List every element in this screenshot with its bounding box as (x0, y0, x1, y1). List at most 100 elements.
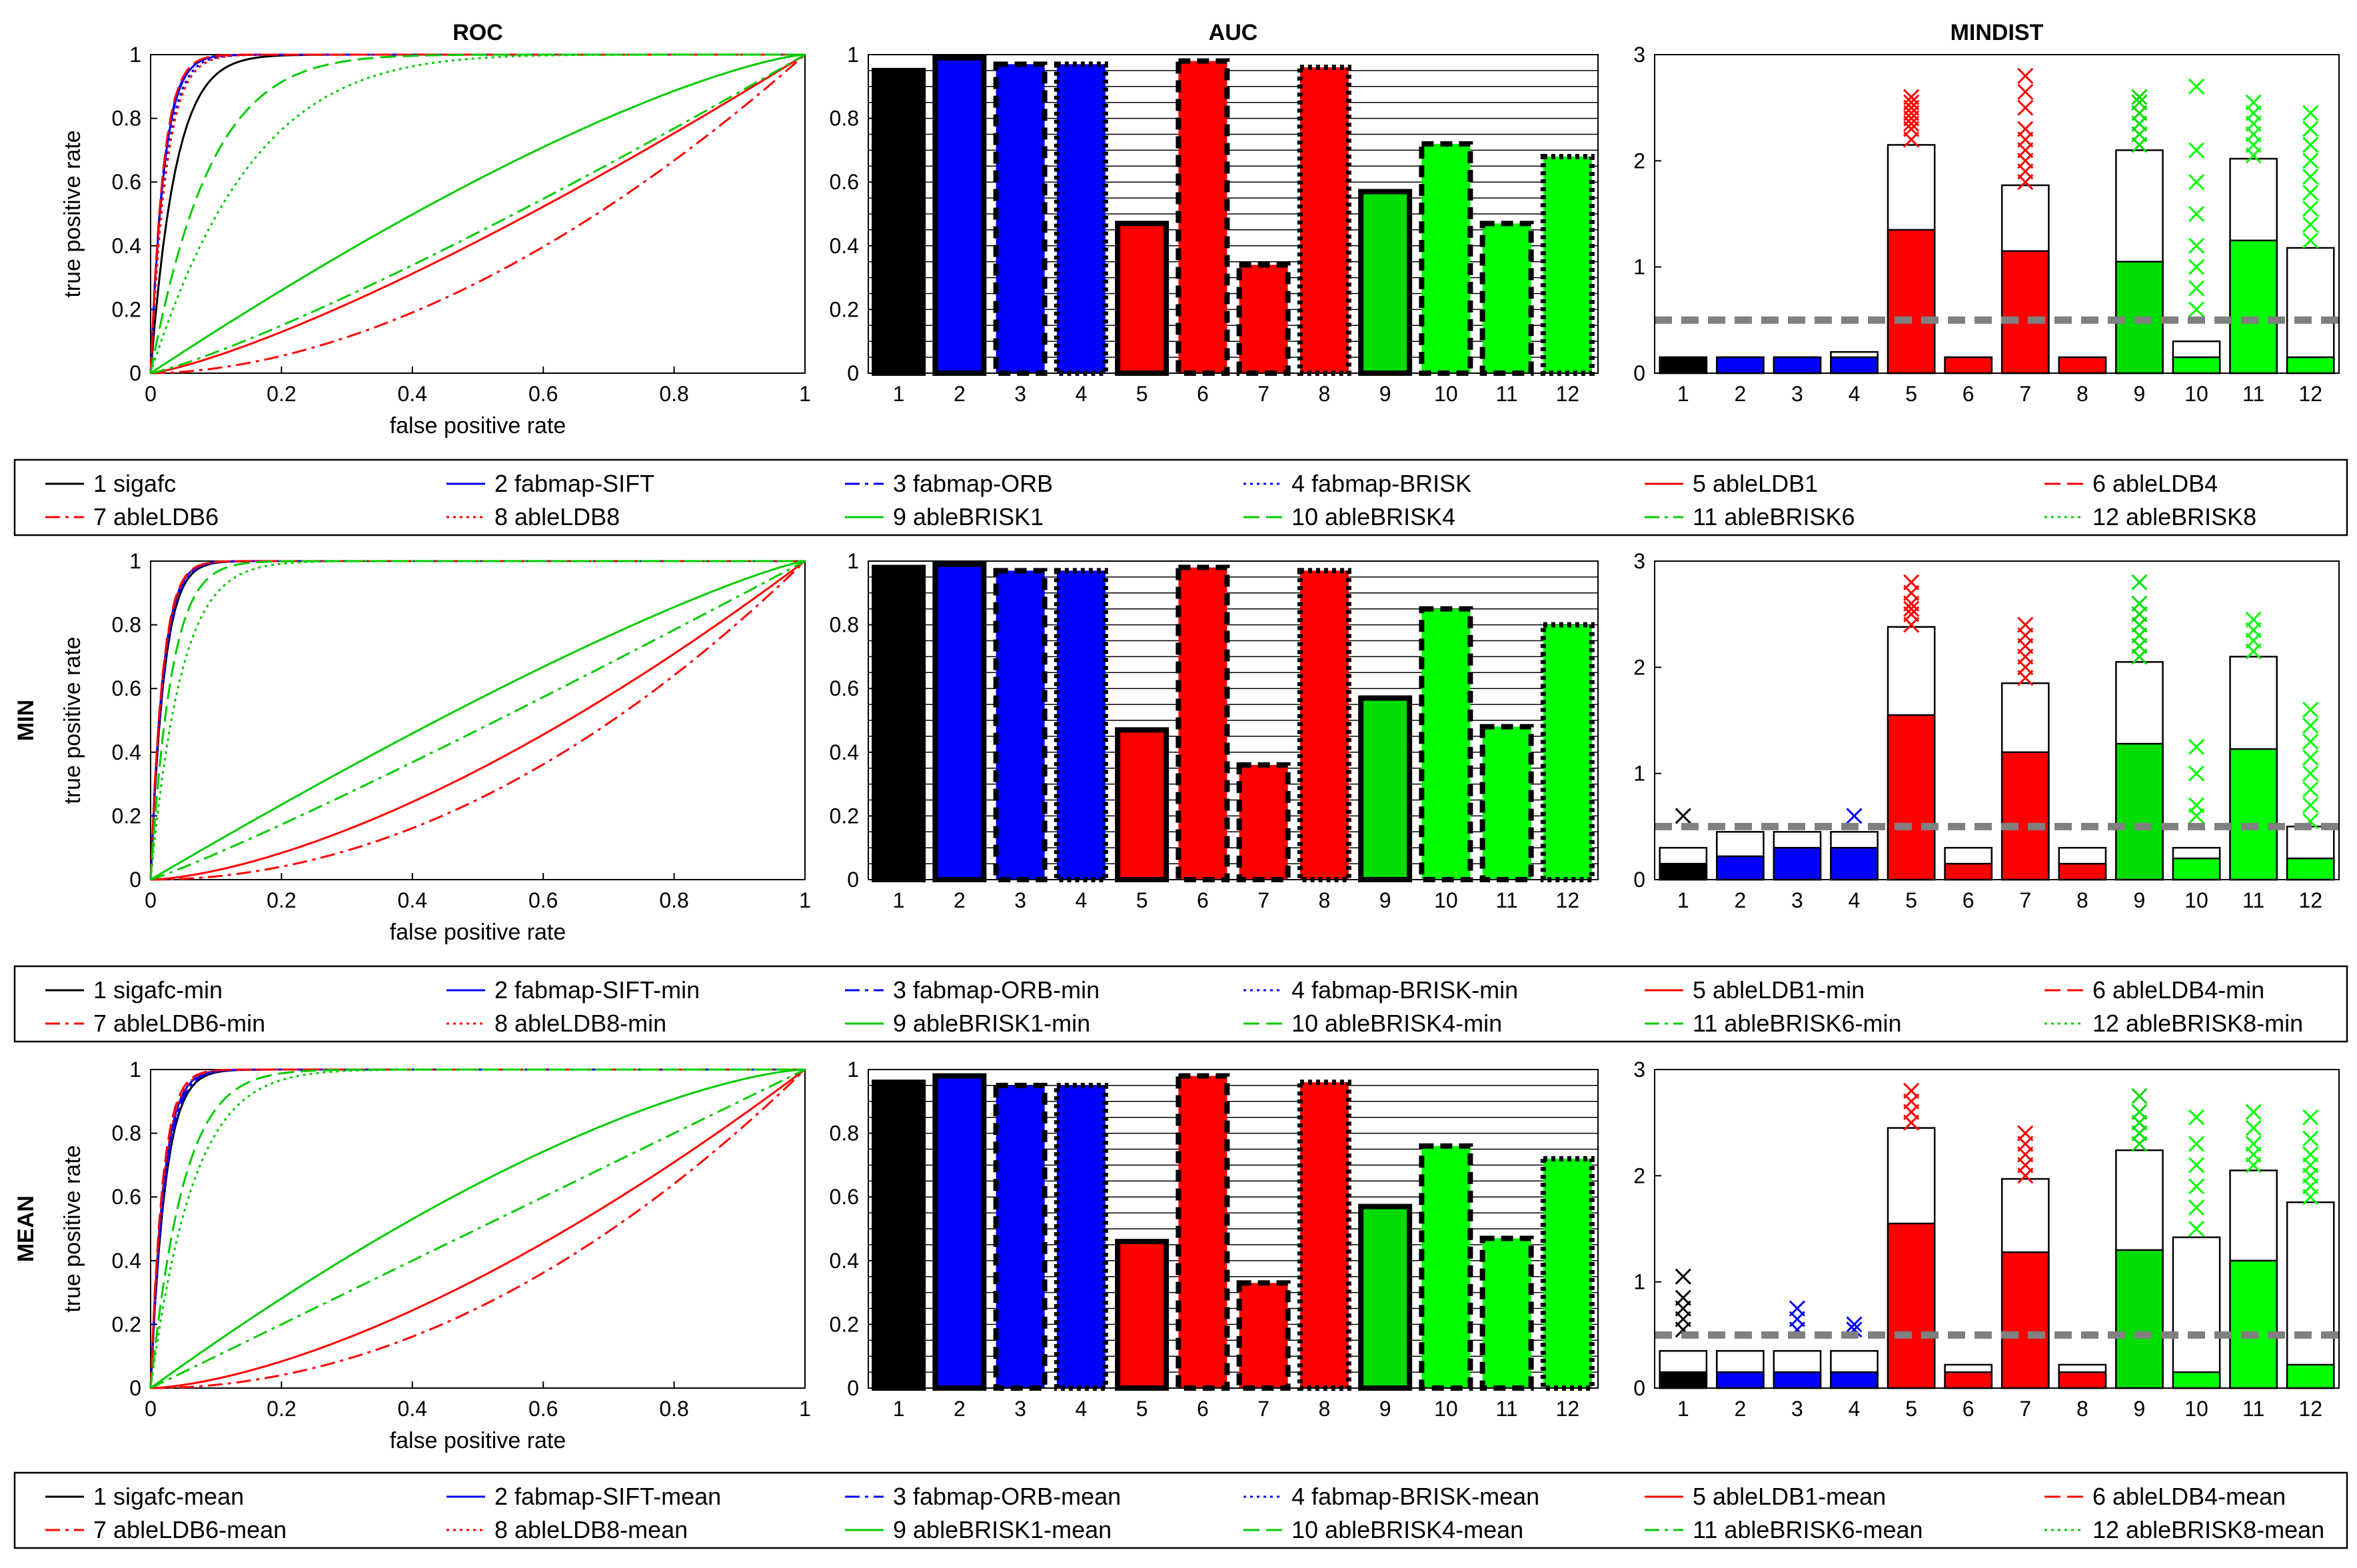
roc-plot: 0 0.2 0.4 0.6 0.8 1 0 0.2 0.4 0.6 0.8 1 false positi… (60, 549, 811, 945)
mindist-outlier-12 (2302, 185, 2319, 201)
auc-axes-box (868, 1069, 1599, 1389)
auc-bar-4 (1056, 570, 1106, 880)
roc-xtick: 0 (145, 382, 157, 406)
mindist-lower-bar-9 (2115, 742, 2164, 881)
legend: 1 sigafc 2 fabmap-SIFT 3 fabmap-ORB 4 fabma… (13, 458, 2348, 536)
roc-plot: 0 0.2 0.4 0.6 0.8 1 0 0.2 0.4 0.6 0.8 1 false positi… (60, 1058, 811, 1453)
roc-curve-3 (149, 53, 805, 374)
mindist-xtick: 8 (2076, 1397, 2088, 1421)
auc-xtick: 8 (1318, 382, 1330, 406)
mindist-outlier-10 (2188, 738, 2205, 755)
legend-label-11: 11 ableBRISK6 (1693, 503, 1855, 530)
auc-bar-7 (1239, 1283, 1288, 1388)
auc-ytick: 0.6 (830, 676, 859, 700)
roc-curve-5 (150, 1068, 806, 1389)
auc-bar-7 (1239, 764, 1288, 880)
auc-bar-outline-8 (1297, 568, 1351, 883)
mindist-xtick: 11 (2242, 382, 2264, 406)
mindist-ytick: 2 (1633, 655, 1645, 679)
auc-ytick: 0.4 (830, 1249, 859, 1273)
mindist-axes-box (1654, 1069, 2340, 1389)
auc-xtick: 11 (1496, 382, 1518, 406)
auc-bar-3 (996, 64, 1045, 373)
legend-label-10: 10 ableBRISK4-min (1291, 1010, 1502, 1037)
roc-ytick: 0.4 (112, 740, 141, 764)
mindist-xtick: 3 (1791, 1397, 1803, 1421)
mindist-outlier-10 (2188, 765, 2205, 782)
mindist-outlier-11 (2245, 94, 2262, 111)
roc-curve-12 (149, 1068, 805, 1389)
mindist-outlier-12 (2302, 137, 2319, 153)
auc-xtick: 3 (1014, 382, 1026, 406)
auc-xtick: 6 (1197, 1397, 1209, 1421)
auc-bar-9 (1361, 191, 1410, 373)
mindist-outlier-7 (2017, 121, 2034, 137)
roc-ylabel: true positive rate (60, 130, 85, 297)
auc-bar-7 (1239, 265, 1288, 373)
auc-xtick: 7 (1257, 888, 1269, 912)
mindist-outlier-10 (2188, 1199, 2205, 1216)
roc-curve-5 (150, 53, 806, 375)
auc-ytick: 0.4 (830, 234, 859, 258)
mindist-lower-bar-12 (2286, 857, 2335, 881)
auc-xtick: 12 (1556, 382, 1580, 406)
auc-ytick: 0.8 (830, 1122, 859, 1146)
mindist-outlier-12 (2302, 232, 2319, 249)
mindist-lower-bar-3 (1773, 846, 1822, 881)
mindist-outlier-9 (2131, 595, 2148, 612)
mindist-xtick: 10 (2184, 888, 2208, 912)
mindist-xtick: 3 (1791, 382, 1803, 406)
mindist-xtick: 5 (1905, 1397, 1917, 1421)
mindist-outlier-10 (2188, 1157, 2205, 1174)
roc-xlabel: false positive rate (390, 413, 566, 438)
mindist-outlier-12 (2302, 169, 2319, 185)
roc-ytick: 0.6 (112, 1185, 141, 1209)
mindist-outlier-10 (2188, 797, 2205, 814)
legend-label-8: 8 ableLDB8-mean (494, 1516, 688, 1543)
legend-label-6: 6 ableLDB4 (2092, 470, 2218, 497)
roc-ytick: 1 (129, 1058, 141, 1082)
auc-ytick: 0.2 (830, 297, 859, 321)
roc-xtick: 0.4 (398, 1397, 427, 1421)
auc-xtick: 12 (1556, 888, 1580, 912)
mindist-lower-bar-1 (1659, 862, 1708, 881)
mindist-xtick: 11 (2242, 888, 2264, 912)
mindist-lower-bar-11 (2229, 239, 2278, 375)
mindist-xtick: 5 (1905, 888, 1917, 912)
auc-xtick: 6 (1197, 382, 1209, 406)
roc-curve-5 (150, 560, 806, 881)
auc-bar-12 (1543, 624, 1592, 880)
mindist-outlier-9 (2131, 1088, 2148, 1104)
mindist-lower-bar-9 (2115, 1249, 2164, 1389)
mindist-outlier-11 (2245, 611, 2262, 628)
legend-label-4: 4 fabmap-BRISK-mean (1291, 1483, 1539, 1510)
roc-axes-box (150, 560, 806, 880)
roc-curve-11 (150, 560, 806, 881)
auc-xtick: 10 (1434, 1397, 1458, 1421)
mindist-outlier-10 (2188, 1220, 2205, 1237)
auc-bar-2 (935, 57, 984, 373)
roc-curve-2 (149, 53, 805, 374)
legend-label-8: 8 ableLDB8 (494, 503, 620, 530)
roc-xtick: 1 (799, 382, 811, 406)
auc-title: AUC (1209, 20, 1258, 45)
mindist-outlier-12 (2302, 765, 2319, 782)
roc-xtick: 0.8 (659, 382, 688, 406)
mindist-lower-bar-10 (2172, 857, 2221, 881)
auc-xtick: 9 (1379, 382, 1391, 406)
mindist-outlier-12 (2302, 733, 2319, 750)
roc-curve-8 (149, 53, 805, 374)
legend-box (13, 965, 2348, 1043)
legend-label-3: 3 fabmap-ORB (893, 470, 1053, 497)
roc-curve-7 (151, 560, 806, 881)
roc-ytick: 0.4 (112, 1249, 141, 1273)
auc-xtick: 10 (1434, 382, 1458, 406)
auc-ytick: 1 (847, 43, 859, 67)
roc-ytick: 0.8 (112, 1122, 141, 1146)
auc-bar-9 (1361, 698, 1410, 880)
auc-bar-1 (874, 1082, 924, 1388)
